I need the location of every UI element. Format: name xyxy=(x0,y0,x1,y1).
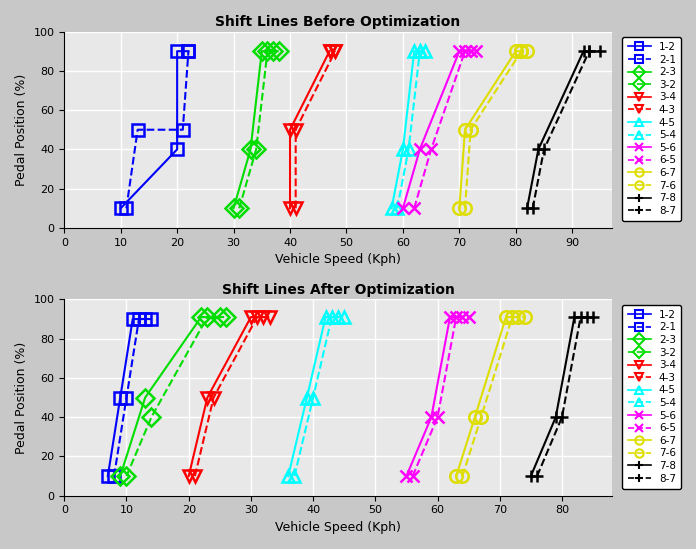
Y-axis label: Pedal Position (%): Pedal Position (%) xyxy=(15,74,28,186)
X-axis label: Vehicle Speed (Kph): Vehicle Speed (Kph) xyxy=(275,521,401,534)
Legend: 1-2, 2-1, 2-3, 3-2, 3-4, 4-3, 4-5, 5-4, 5-6, 6-5, 6-7, 7-6, 7-8, 8-7: 1-2, 2-1, 2-3, 3-2, 3-4, 4-3, 4-5, 5-4, … xyxy=(622,305,681,489)
X-axis label: Vehicle Speed (Kph): Vehicle Speed (Kph) xyxy=(275,253,401,266)
Legend: 1-2, 2-1, 2-3, 3-2, 3-4, 4-3, 4-5, 5-4, 5-6, 6-5, 6-7, 7-6, 7-8, 8-7: 1-2, 2-1, 2-3, 3-2, 3-4, 4-3, 4-5, 5-4, … xyxy=(622,37,681,221)
Title: Shift Lines Before Optimization: Shift Lines Before Optimization xyxy=(215,15,461,29)
Y-axis label: Pedal Position (%): Pedal Position (%) xyxy=(15,341,28,453)
Title: Shift Lines After Optimization: Shift Lines After Optimization xyxy=(221,283,454,297)
